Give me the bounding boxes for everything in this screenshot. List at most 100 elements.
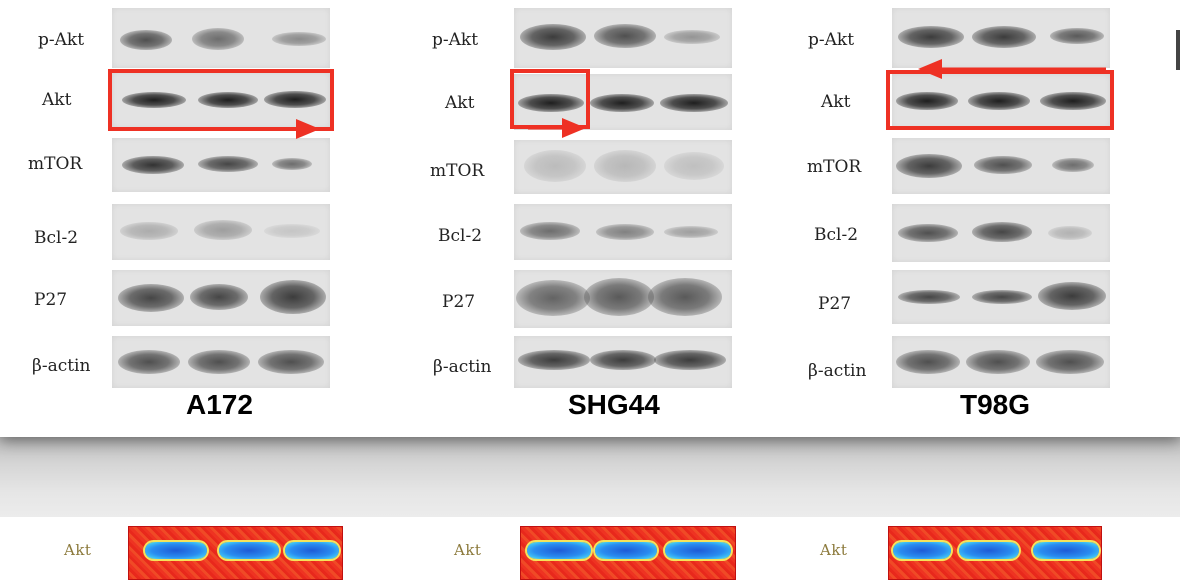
row-label-bcl-2: Bcl-2 [34,228,79,248]
band [1048,226,1092,240]
band [272,32,326,46]
row-label-p27: P27 [818,294,852,314]
band [896,92,958,110]
row-label-p27: P27 [442,292,476,312]
band [194,220,252,240]
band [596,224,654,240]
band [188,350,250,374]
band [590,350,656,370]
heatmap-label: Akt [820,541,848,559]
edge-mark [1176,30,1180,70]
blot-bcl-2 [892,204,1110,262]
band [898,224,958,242]
heatmap-strip-a172 [128,526,343,580]
band [896,350,960,374]
band [272,158,312,170]
band [664,30,720,44]
band [898,290,960,304]
band [198,92,258,108]
arrow-left-icon [918,59,1106,79]
band [118,350,180,374]
blot-mtor [112,138,330,192]
band [654,350,726,370]
band [260,280,326,314]
band [664,226,718,238]
blot-p-akt [112,8,330,68]
heat-band [145,542,207,559]
blot-p-akt [514,8,732,68]
row-label-bcl-2: Bcl-2 [814,225,859,245]
heat-band [527,542,591,559]
band [972,222,1032,242]
band [1038,282,1106,310]
row-label-akt: Akt [42,90,72,110]
blot-akt [892,74,1110,128]
band [120,222,178,240]
cell-line-label: SHG44 [568,389,660,420]
band [896,154,962,178]
blot-p27 [892,270,1110,324]
row-label-mtor: mTOR [807,157,862,177]
blot-p27 [112,270,330,326]
blot-akt [514,74,732,130]
band [120,30,172,50]
band [594,24,656,48]
row-label-p-akt: p-Akt [432,30,479,50]
row-label-p-akt: p-Akt [38,30,85,50]
blot-p-akt [892,8,1110,68]
band [594,150,656,182]
band [968,92,1030,110]
heatmap-strip-t98g [888,526,1102,580]
row-label-bcl-2: Bcl-2 [438,226,483,246]
blot-mtor [514,140,732,194]
blot-bcl-2 [112,204,330,260]
band [122,156,184,174]
band [1052,158,1094,172]
row-label-mtor: mTOR [430,161,485,181]
band [590,94,654,112]
band [520,222,580,240]
heatmap-label: Akt [64,541,92,559]
band [664,152,724,180]
row-label-akt: Akt [445,93,475,113]
blot-p27 [514,270,732,328]
heat-band [665,542,731,559]
panel-t98g: p-Akt Akt mTOR Bcl-2 P27 β-actin [780,0,1140,437]
cell-line-label: A172 [186,389,253,420]
row-label-akt: Akt [821,92,851,112]
band [898,26,964,48]
blot-beta-actin [514,336,732,388]
row-label-p27: P27 [34,290,68,310]
heat-band [1033,542,1099,559]
band [524,150,586,182]
highlight-box-akt [886,70,1114,130]
heat-band [893,542,951,559]
band [190,284,248,310]
heat-band [959,542,1019,559]
row-label-p-akt: p-Akt [808,30,855,50]
band [518,94,584,112]
band [264,224,320,238]
band [648,278,722,316]
heat-band [285,542,339,559]
band [520,24,586,50]
band [198,156,258,172]
band [972,290,1032,304]
blot-beta-actin [112,336,330,388]
heat-band [219,542,279,559]
blot-mtor [892,138,1110,194]
band [660,94,728,112]
band [192,28,244,50]
band [974,156,1032,174]
band [584,278,654,316]
blot-bcl-2 [514,204,732,260]
row-label-beta-actin: β-actin [32,356,91,376]
drop-shadow-area [0,437,1180,517]
band [118,284,184,312]
band [966,350,1030,374]
blot-akt [112,72,330,128]
band [258,350,324,374]
blot-beta-actin [892,336,1110,388]
row-label-mtor: mTOR [28,154,83,174]
band [518,350,590,370]
